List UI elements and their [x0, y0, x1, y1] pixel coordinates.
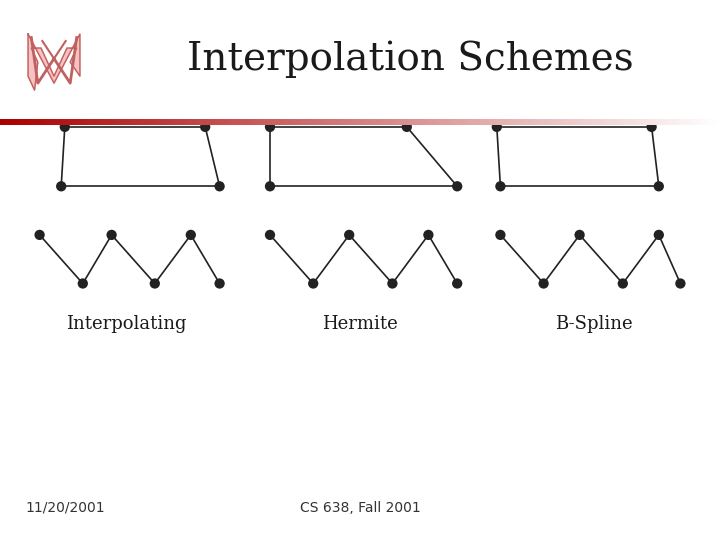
Point	[451, 182, 463, 191]
Point	[264, 231, 276, 239]
Point	[185, 231, 197, 239]
Point	[106, 231, 117, 239]
Text: Hermite: Hermite	[322, 315, 398, 333]
Point	[653, 182, 665, 191]
Text: Interpolating: Interpolating	[66, 315, 186, 333]
Point	[149, 279, 161, 288]
Point	[343, 231, 355, 239]
Point	[34, 231, 45, 239]
Point	[264, 182, 276, 191]
Point	[451, 279, 463, 288]
Point	[423, 231, 434, 239]
Point	[495, 182, 506, 191]
Point	[387, 279, 398, 288]
Text: B-Spline: B-Spline	[555, 315, 633, 333]
Text: 11/20/2001: 11/20/2001	[25, 501, 104, 515]
Point	[307, 279, 319, 288]
Point	[538, 279, 549, 288]
Text: CS 638, Fall 2001: CS 638, Fall 2001	[300, 501, 420, 515]
Point	[491, 123, 503, 131]
Point	[653, 231, 665, 239]
Point	[77, 279, 89, 288]
Point	[401, 123, 413, 131]
Point	[55, 182, 67, 191]
Point	[617, 279, 629, 288]
Point	[646, 123, 657, 131]
Point	[199, 123, 211, 131]
Text: Interpolation Schemes: Interpolation Schemes	[187, 40, 634, 78]
Point	[675, 279, 686, 288]
Point	[214, 182, 225, 191]
Point	[59, 123, 71, 131]
Point	[574, 231, 585, 239]
Point	[495, 231, 506, 239]
Polygon shape	[28, 34, 80, 90]
Point	[264, 123, 276, 131]
Point	[214, 279, 225, 288]
